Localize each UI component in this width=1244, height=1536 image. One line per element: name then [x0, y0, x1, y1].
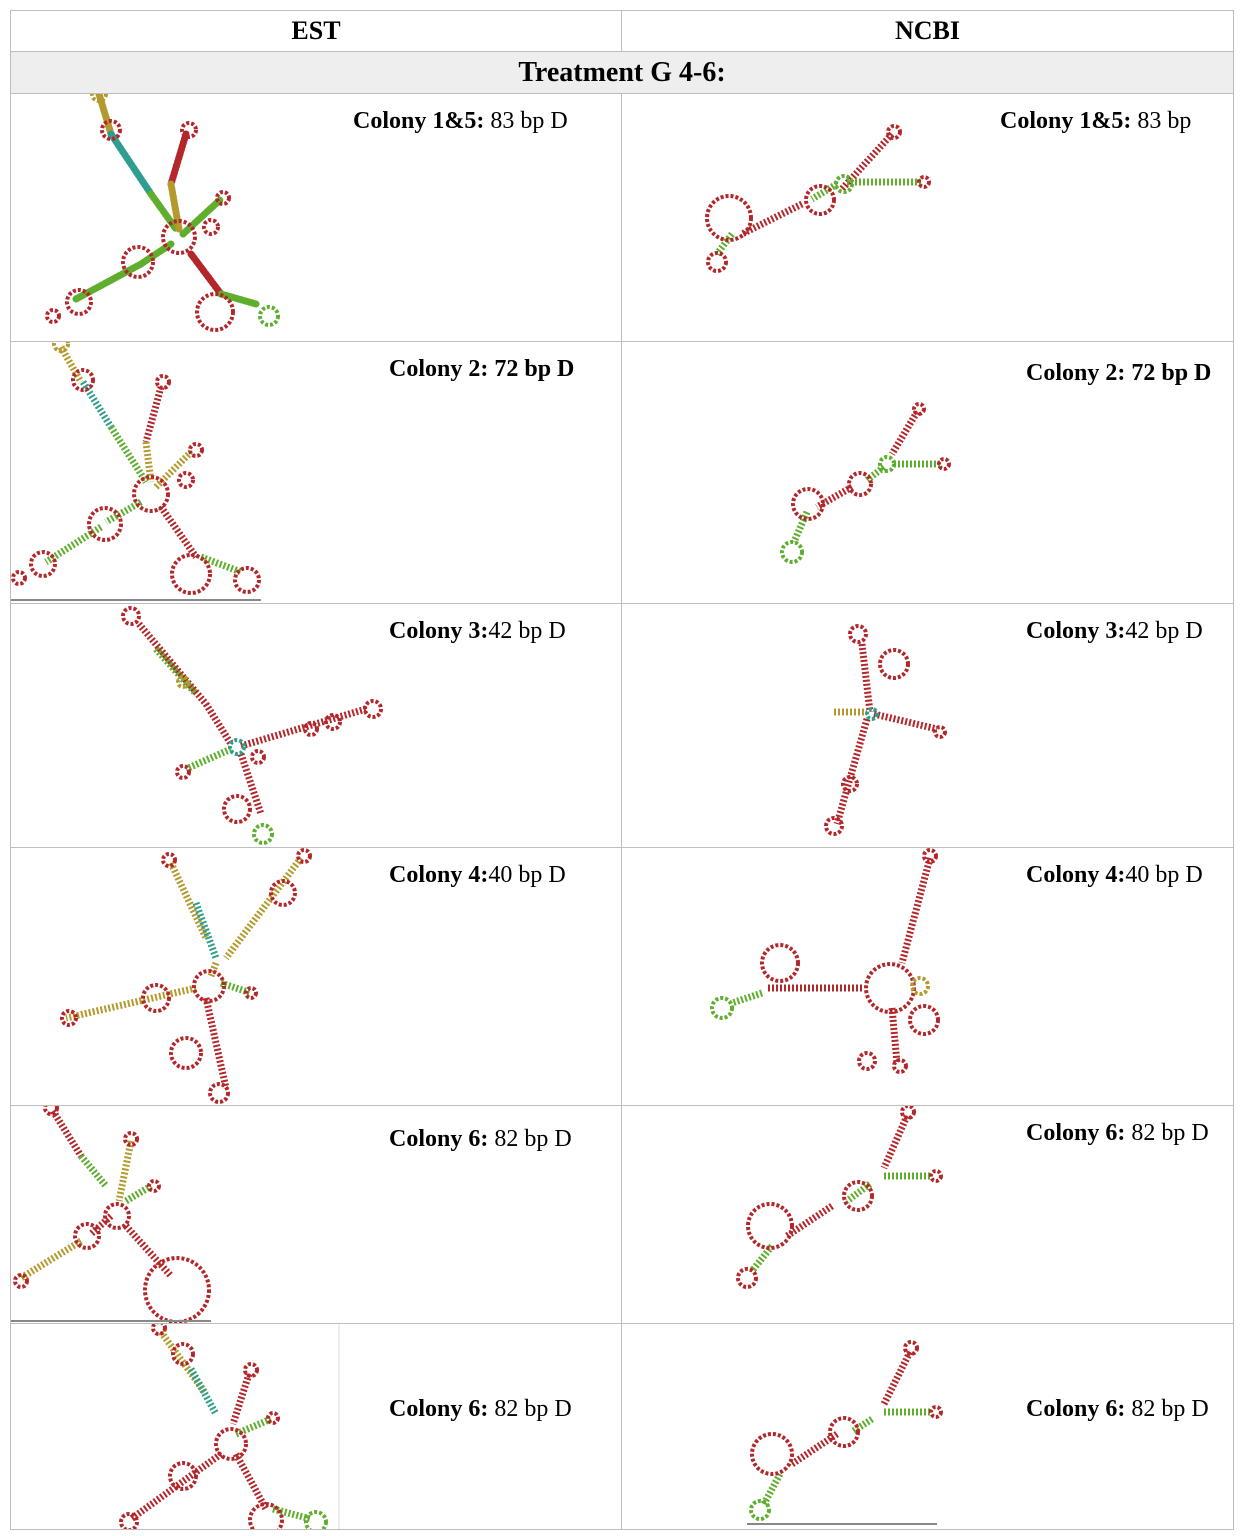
est-rna-structure-1 — [45, 94, 280, 332]
est-cell: Colony 1&5: 83 bp D — [11, 94, 622, 341]
est-cell: Colony 4:40 bp D — [11, 848, 622, 1105]
est-colony-label: Colony 3:42 bp D — [389, 618, 566, 644]
est-colony-label: Colony 2: 72 bp D — [389, 356, 575, 382]
ncbi-cell: Colony 1&5: 83 bp — [622, 94, 1233, 341]
ncbi-cell: Colony 6: 82 bp D — [622, 1106, 1233, 1323]
ncbi-cell: Colony 6: 82 bp D — [622, 1324, 1233, 1529]
ncbi-colony-label: Colony 6: 82 bp D — [1026, 1396, 1209, 1422]
ncbi-colony-label: Colony 3:42 bp D — [1026, 618, 1203, 644]
est-cell: Colony 6: 82 bp D — [11, 1324, 622, 1529]
ncbi-rna-structure-1 — [705, 124, 931, 273]
ncbi-cell: Colony 3:42 bp D — [622, 604, 1233, 847]
table-row: Colony 6: 82 bp D Colony — [10, 1106, 1234, 1324]
ncbi-rna-structure-2 — [780, 402, 951, 564]
est-cell: Colony 2: 72 bp D — [11, 342, 622, 603]
est-rna-structure-4 — [60, 848, 312, 1104]
est-colony-label: Colony 4:40 bp D — [389, 862, 566, 888]
est-rna-structure-6 — [119, 1324, 340, 1529]
table-header-row: EST NCBI — [10, 10, 1234, 52]
est-cell: Colony 3:42 bp D — [11, 604, 622, 847]
treatment-heading: Treatment G 4-6: — [10, 52, 1234, 94]
est-cell: Colony 6: 82 bp D — [11, 1106, 622, 1323]
est-colony-label: Colony 1&5: 83 bp D — [353, 108, 568, 134]
est-rna-structure-3 — [121, 606, 383, 845]
ncbi-cell: Colony 2: 72 bp D — [622, 342, 1233, 603]
table-row: Colony 4:40 bp D — [10, 848, 1234, 1106]
ncbi-cell: Colony 4:40 bp D — [622, 848, 1233, 1105]
rna-structure-table: EST NCBI Treatment G 4-6: — [10, 10, 1234, 1530]
est-colony-label: Colony 6: 82 bp D — [389, 1396, 572, 1422]
table-row: Colony 2: 72 bp D — [10, 342, 1234, 604]
ncbi-rna-structure-6 — [747, 1340, 943, 1525]
ncbi-rna-structure-4 — [710, 848, 940, 1074]
table-row: Colony 6: 82 bp D — [10, 1324, 1234, 1530]
column-header-est: EST — [11, 11, 622, 51]
table-row: Colony 1&5: 83 bp D — [10, 94, 1234, 342]
column-header-ncbi: NCBI — [894, 16, 960, 45]
ncbi-colony-label: Colony 2: 72 bp D — [1026, 360, 1212, 386]
ncbi-colony-label: Colony 4:40 bp D — [1026, 862, 1203, 888]
est-colony-label: Colony 6: 82 bp D — [389, 1126, 572, 1152]
ncbi-rna-structure-5 — [736, 1106, 943, 1289]
table-row: Colony 3:42 bp D Colony — [10, 604, 1234, 848]
est-rna-structure-2 — [11, 342, 261, 601]
est-rna-structure-5 — [11, 1106, 211, 1323]
ncbi-rna-structure-3 — [824, 624, 947, 836]
ncbi-colony-label: Colony 1&5: 83 bp — [1000, 108, 1192, 134]
ncbi-colony-label: Colony 6: 82 bp D — [1026, 1120, 1209, 1146]
